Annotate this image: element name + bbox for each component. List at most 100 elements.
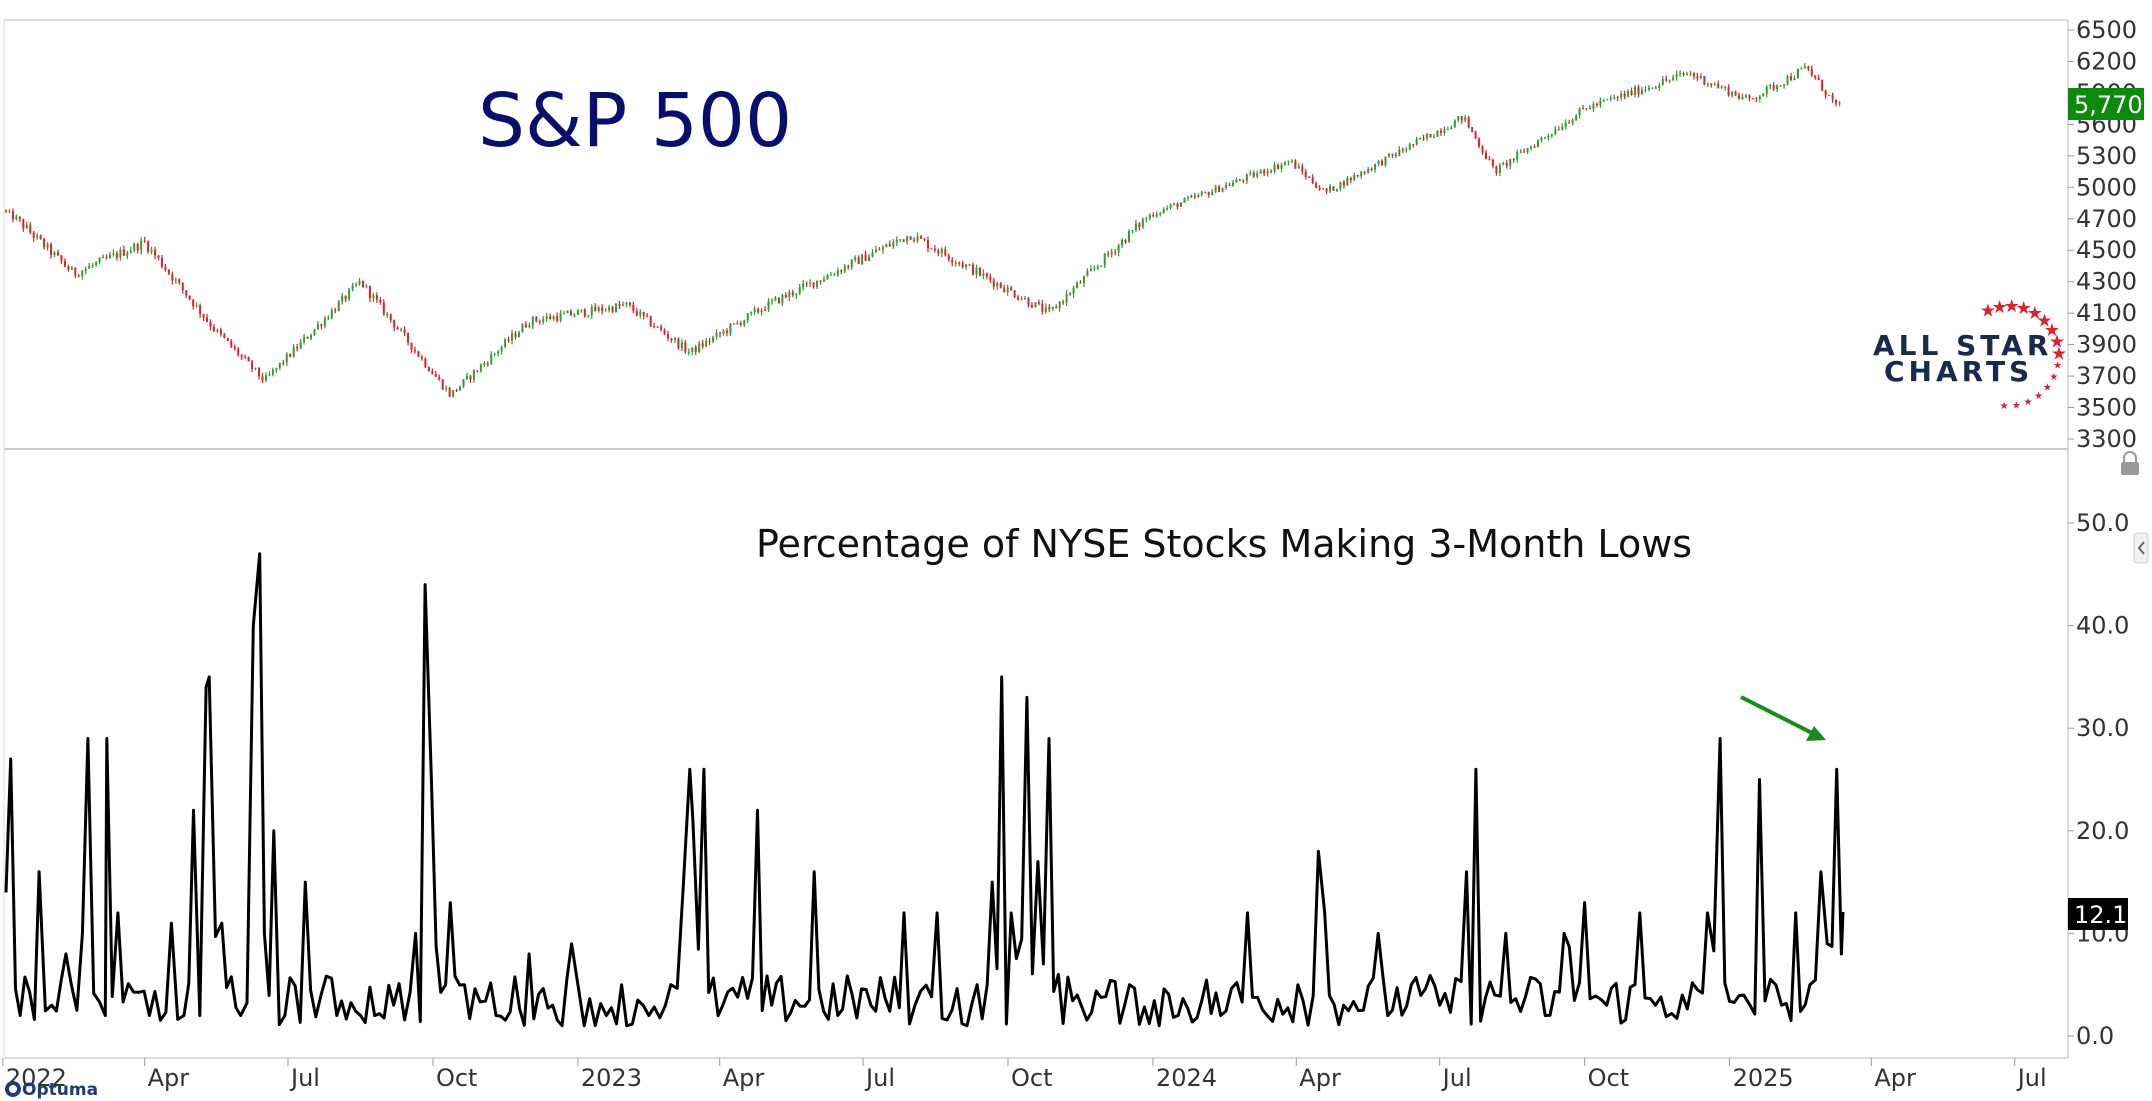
candle-body <box>1554 129 1557 135</box>
candle-body <box>60 255 63 262</box>
candle-body <box>1720 87 1723 89</box>
logo-line1: ALL STAR <box>1873 329 2052 362</box>
candle-body <box>594 306 597 312</box>
candle-body <box>1491 159 1494 166</box>
candle-body <box>50 244 53 255</box>
candle-body <box>355 284 358 286</box>
candle-body <box>1699 75 1702 79</box>
candle-body <box>323 318 326 327</box>
candle-body <box>559 313 562 321</box>
candle-body <box>219 329 222 335</box>
candle-body <box>1228 184 1231 186</box>
x-tick-label: 2025 <box>1733 1064 1794 1092</box>
collapse-arrow-icon[interactable] <box>2133 532 2149 564</box>
candle-body <box>701 343 704 347</box>
candle-body <box>732 323 735 325</box>
candle-body <box>448 388 451 397</box>
candle-body <box>1790 76 1793 80</box>
candle-body <box>1744 95 1747 98</box>
candle-body <box>192 299 195 307</box>
candle-body <box>719 332 722 334</box>
candle-body <box>226 338 229 341</box>
candle-body <box>621 304 624 306</box>
candle-body <box>1242 180 1245 182</box>
candle-body <box>649 316 652 327</box>
lock-icon[interactable] <box>2121 451 2139 475</box>
candle-body <box>1575 115 1578 121</box>
candle-body <box>1613 96 1616 98</box>
candle-body <box>22 219 25 229</box>
candle-body <box>1363 171 1366 174</box>
candle-body <box>822 279 825 282</box>
bottom-y-tick-label: 40.0 <box>2076 612 2129 640</box>
candle-body <box>1076 282 1079 288</box>
candle-body <box>784 294 787 298</box>
candle-body <box>292 347 295 357</box>
candle-body <box>379 299 382 303</box>
candle-body <box>951 259 954 263</box>
candle-body <box>1010 287 1013 291</box>
candle-body <box>1353 174 1356 181</box>
logo-line2: CHARTS <box>1884 355 2033 388</box>
candle-body <box>469 375 472 380</box>
candle-body <box>511 333 514 341</box>
star-icon: ★ <box>2049 331 2065 352</box>
candle-body <box>507 339 510 341</box>
candle-body <box>1159 212 1162 215</box>
candle-body <box>961 263 964 268</box>
candle-body <box>67 266 70 270</box>
candle-body <box>930 248 933 250</box>
candle-body <box>1727 87 1730 96</box>
candle-body <box>1051 306 1054 310</box>
candle-body <box>712 337 715 342</box>
candle-body <box>677 338 680 349</box>
x-tick-label: Apr <box>1874 1064 1916 1092</box>
candle-body <box>760 309 763 313</box>
candle-body <box>538 320 541 322</box>
candle-body <box>670 338 673 341</box>
candle-body <box>653 326 656 328</box>
candle-body <box>206 317 209 322</box>
candle-body <box>708 340 711 342</box>
candle-body <box>1145 218 1148 220</box>
candle-body <box>972 264 975 275</box>
candle-body <box>1706 83 1709 85</box>
candle-body <box>133 243 136 251</box>
candle-body <box>154 249 157 256</box>
star-icon: ★ <box>2049 372 2058 383</box>
candle-body <box>129 250 132 253</box>
candle-body <box>1186 197 1189 199</box>
candle-body <box>1807 66 1810 70</box>
candle-body <box>1564 122 1567 127</box>
x-tick-label: Oct <box>436 1064 478 1092</box>
candle-body <box>1717 83 1720 88</box>
candle-body <box>996 283 999 287</box>
candle-body <box>417 351 420 357</box>
candle-body <box>978 267 981 276</box>
candle-body <box>1651 87 1654 89</box>
candle-body <box>608 306 611 311</box>
candle-body <box>1550 134 1553 136</box>
candle-body <box>199 305 202 315</box>
candle-body <box>167 270 170 274</box>
candle-body <box>1502 163 1505 165</box>
candle-body <box>1332 186 1335 191</box>
candle-body <box>410 342 413 350</box>
candle-body <box>306 337 309 339</box>
top-y-tick-label: 4100 <box>2076 299 2137 327</box>
candle-body <box>188 295 191 300</box>
star-icon: ★ <box>2016 298 2032 319</box>
candle-body <box>809 282 812 284</box>
candle-body <box>944 248 947 256</box>
candle-body <box>1526 148 1529 153</box>
top-y-tick-label: 4500 <box>2076 236 2137 264</box>
candle-body <box>289 353 292 357</box>
candle-body <box>1107 253 1110 255</box>
candle-body <box>84 268 87 271</box>
candle-body <box>566 310 569 314</box>
candle-body <box>1540 137 1543 141</box>
candle-body <box>743 320 746 325</box>
candle-body <box>864 254 867 261</box>
candle-body <box>1003 287 1006 293</box>
candle-body <box>46 244 49 248</box>
